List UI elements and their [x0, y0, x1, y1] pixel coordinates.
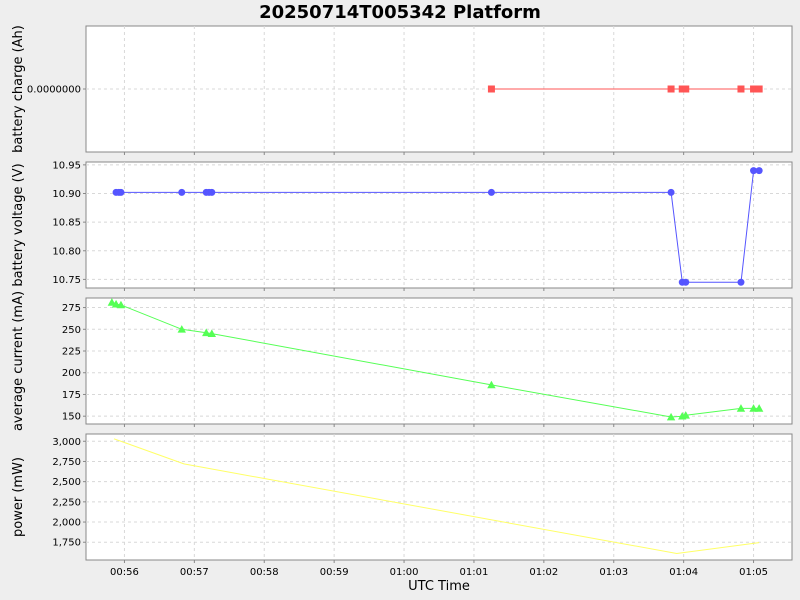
data-point	[177, 325, 186, 333]
y-tick-label: 225	[62, 347, 81, 358]
data-point	[117, 188, 125, 196]
y-tick-label: 10.95	[52, 160, 81, 171]
x-tick-label: 00:59	[320, 567, 349, 578]
data-point	[487, 85, 495, 93]
x-tick-label: 01:00	[390, 567, 419, 578]
x-tick-label: 00:58	[250, 567, 279, 578]
data-point	[208, 188, 216, 196]
x-tick-label: 01:04	[669, 567, 698, 578]
data-point	[749, 404, 758, 412]
x-tick-label: 00:57	[180, 567, 209, 578]
plot-area	[85, 161, 793, 289]
y-tick-label: 0.0000000	[27, 85, 81, 96]
series-line	[113, 438, 760, 555]
data-point	[750, 85, 758, 93]
y-tick-label: 2,500	[52, 477, 81, 488]
data-point	[116, 300, 126, 309]
y-tick-label: 2,000	[52, 518, 81, 529]
data-point	[487, 380, 496, 389]
y-tick-label: 275	[62, 303, 81, 314]
data-point	[682, 278, 690, 286]
panel-2: 150 175 200 225 250 275 average current (mA)	[11, 291, 793, 431]
y-tick-label: 175	[62, 390, 81, 401]
y-axis-label: battery voltage (V)	[11, 163, 26, 286]
data-point	[202, 328, 211, 337]
y-tick-label: 200	[62, 368, 81, 379]
chart-title: 20250714T005342 Platform	[259, 2, 541, 23]
data-point	[111, 299, 121, 308]
y-tick-label: 10.85	[52, 218, 81, 229]
y-axis-label: power (mW)	[11, 457, 26, 537]
data-point	[487, 188, 495, 196]
x-tick-label: 01:05	[739, 567, 768, 578]
data-point	[737, 278, 745, 286]
data-point	[754, 404, 764, 412]
y-tick-label: 2,750	[52, 457, 81, 468]
data-point	[667, 188, 675, 196]
y-tick-label: 150	[62, 412, 81, 423]
data-point	[736, 404, 746, 412]
y-tick-label: 1,750	[52, 538, 81, 549]
data-point	[737, 85, 745, 93]
x-tick-label: 01:01	[460, 567, 489, 578]
y-tick-label: 3,000	[52, 437, 81, 448]
y-tick-label: 10.75	[52, 275, 81, 286]
x-tick-label: 01:02	[529, 567, 558, 578]
y-axis-label: battery charge (Ah)	[11, 25, 26, 153]
plot-area	[85, 433, 793, 561]
data-point	[667, 85, 675, 93]
data-point	[682, 85, 690, 93]
y-axis-label: average current (mA)	[11, 291, 26, 431]
data-point	[755, 85, 763, 93]
series-line	[116, 170, 760, 283]
data-point	[750, 167, 758, 175]
data-point	[207, 329, 217, 337]
plot-area	[85, 297, 793, 425]
data-point	[666, 412, 676, 421]
y-tick-label: 250	[62, 325, 81, 336]
panel-3: 1,750 2,000 2,250 2,500 2,750 3,000 power (mW)	[11, 433, 793, 563]
y-tick-label: 10.90	[52, 189, 81, 200]
y-tick-label: 2,250	[52, 497, 81, 508]
x-tick-label: 01:03	[599, 567, 628, 578]
y-tick-label: 10.80	[52, 246, 81, 257]
data-point	[755, 167, 763, 175]
data-point	[178, 188, 186, 196]
x-tick-label: 00:56	[110, 567, 139, 578]
panel-1: 10.75 10.80 10.85 10.90 10.95 battery voltage…	[11, 160, 793, 291]
x-axis-label: UTC Time	[408, 579, 470, 594]
data-point	[681, 411, 690, 419]
